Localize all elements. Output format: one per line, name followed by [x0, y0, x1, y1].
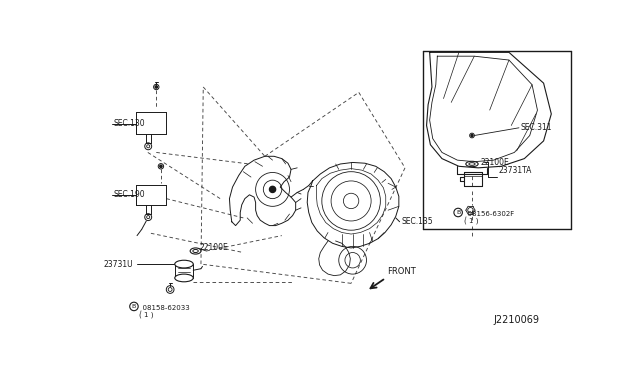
- Ellipse shape: [466, 161, 478, 167]
- Text: SEC.130: SEC.130: [114, 119, 145, 128]
- Ellipse shape: [193, 250, 198, 253]
- Circle shape: [160, 165, 162, 167]
- Text: ¸08158-62033
( 1 ): ¸08158-62033 ( 1 ): [140, 304, 190, 318]
- Text: SEC.190: SEC.190: [114, 190, 145, 199]
- Text: B: B: [132, 304, 136, 309]
- Ellipse shape: [175, 274, 193, 282]
- Circle shape: [269, 186, 276, 192]
- Text: 22100E: 22100E: [481, 158, 509, 167]
- Ellipse shape: [190, 248, 201, 254]
- Text: FRONT: FRONT: [387, 267, 416, 276]
- Ellipse shape: [469, 163, 475, 165]
- Text: 22100E: 22100E: [200, 243, 228, 251]
- Circle shape: [155, 86, 157, 88]
- Text: ¸08156-6302F
( 1 ): ¸08156-6302F ( 1 ): [463, 210, 514, 224]
- Circle shape: [471, 135, 473, 137]
- Text: SEC.135: SEC.135: [401, 217, 433, 226]
- Ellipse shape: [175, 260, 193, 268]
- Text: SEC.311: SEC.311: [520, 123, 552, 132]
- Text: B: B: [456, 210, 460, 215]
- Text: 23731TA: 23731TA: [498, 166, 532, 174]
- Text: J2210069: J2210069: [493, 315, 540, 325]
- Text: 23731U: 23731U: [103, 260, 132, 269]
